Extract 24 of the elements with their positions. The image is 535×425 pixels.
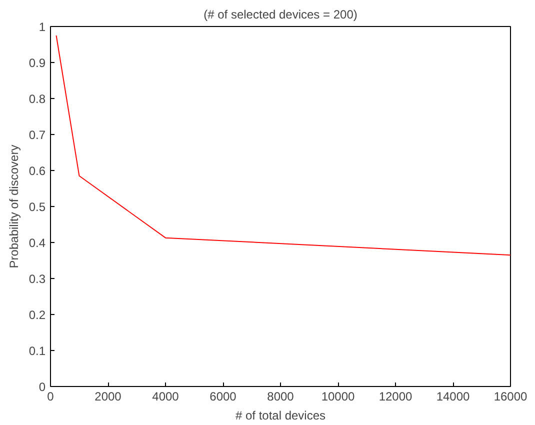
x-tick-label: 16000 bbox=[494, 390, 528, 404]
y-tick-label: 0.9 bbox=[28, 56, 46, 70]
x-tick-label: 12000 bbox=[378, 390, 413, 404]
x-tick-label: 4000 bbox=[152, 390, 180, 404]
x-tick-label: 8000 bbox=[267, 390, 294, 404]
y-tick-label: 0.7 bbox=[28, 128, 46, 142]
y-tick-label: 0.8 bbox=[28, 92, 46, 106]
line-series bbox=[56, 35, 510, 256]
x-tick-label: 10000 bbox=[321, 390, 356, 404]
x-axis-title: # of total devices bbox=[235, 408, 326, 422]
x-tick-label: 14000 bbox=[436, 390, 470, 404]
y-axis-title: Probability of discovery bbox=[6, 144, 21, 268]
x-tick-label: 2000 bbox=[94, 390, 122, 404]
x-tick-label: 6000 bbox=[210, 390, 237, 404]
y-tick-label: 0.2 bbox=[28, 308, 46, 322]
y-tick-label: 0.3 bbox=[28, 272, 46, 286]
y-tick-label: 0.5 bbox=[28, 200, 46, 214]
y-tick-label: 0.4 bbox=[28, 236, 46, 250]
y-tick-label: 0.6 bbox=[28, 164, 46, 178]
y-tick-label: 0 bbox=[38, 380, 46, 394]
y-tick-label: 1 bbox=[38, 20, 46, 34]
x-tick-label: 0 bbox=[47, 390, 54, 404]
y-tick-label: 0.1 bbox=[28, 344, 46, 358]
chart-title: (# of selected devices = 200) bbox=[204, 8, 358, 22]
